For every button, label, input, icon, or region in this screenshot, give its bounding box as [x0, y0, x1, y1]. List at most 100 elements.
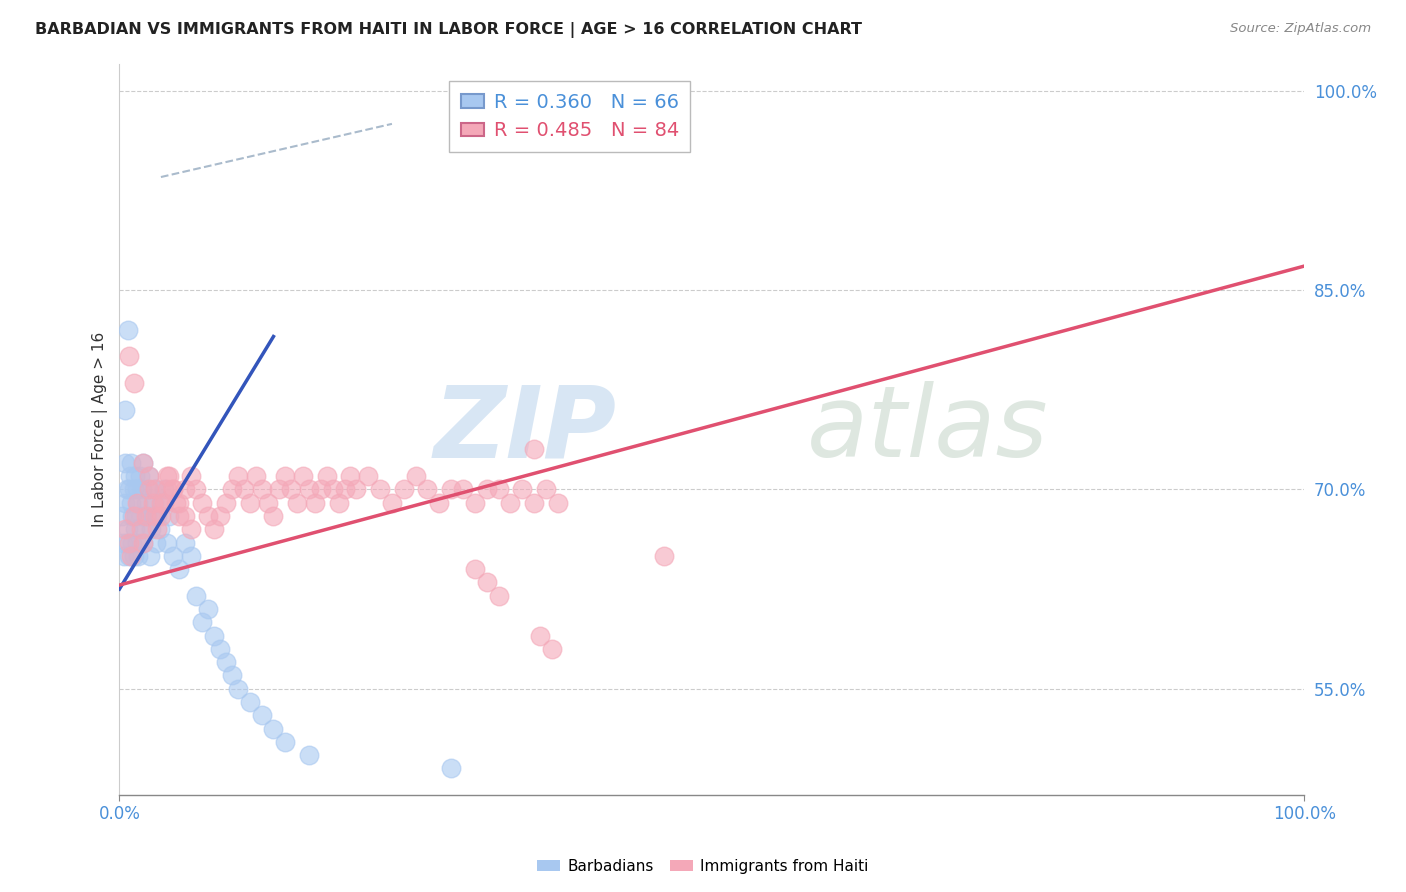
Immigrants from Haiti — [427, 496, 450, 510]
Barbadians — [197, 602, 219, 616]
Immigrants from Haiti — [127, 496, 149, 510]
Immigrants from Haiti — [328, 496, 350, 510]
Text: atlas: atlas — [807, 381, 1049, 478]
Immigrants from Haiti — [232, 483, 254, 497]
Immigrants from Haiti — [122, 508, 145, 523]
Immigrants from Haiti — [298, 483, 321, 497]
Barbadians — [136, 483, 159, 497]
Barbadians — [117, 323, 139, 337]
Barbadians — [173, 535, 195, 549]
Immigrants from Haiti — [534, 483, 557, 497]
Immigrants from Haiti — [146, 522, 169, 536]
Immigrants from Haiti — [191, 496, 214, 510]
Barbadians — [118, 483, 141, 497]
Barbadians — [114, 402, 136, 417]
Barbadians — [274, 735, 297, 749]
Immigrants from Haiti — [122, 376, 145, 390]
Immigrants from Haiti — [180, 522, 202, 536]
Immigrants from Haiti — [157, 469, 180, 483]
Barbadians — [202, 629, 225, 643]
Barbadians — [122, 483, 145, 497]
Immigrants from Haiti — [392, 483, 415, 497]
Text: Source: ZipAtlas.com: Source: ZipAtlas.com — [1230, 22, 1371, 36]
Immigrants from Haiti — [156, 483, 179, 497]
Barbadians — [250, 708, 273, 723]
Barbadians — [129, 508, 152, 523]
Immigrants from Haiti — [167, 496, 190, 510]
Barbadians — [186, 589, 208, 603]
Immigrants from Haiti — [250, 483, 273, 497]
Immigrants from Haiti — [381, 496, 404, 510]
Barbadians — [226, 681, 249, 696]
Immigrants from Haiti — [523, 442, 546, 457]
Barbadians — [135, 508, 157, 523]
Barbadians — [120, 469, 142, 483]
Immigrants from Haiti — [143, 508, 166, 523]
Immigrants from Haiti — [156, 469, 179, 483]
Immigrants from Haiti — [304, 496, 326, 510]
Immigrants from Haiti — [162, 483, 184, 497]
Immigrants from Haiti — [274, 469, 297, 483]
Barbadians — [141, 522, 163, 536]
Barbadians — [114, 456, 136, 470]
Immigrants from Haiti — [475, 483, 498, 497]
Immigrants from Haiti — [464, 496, 486, 510]
Barbadians — [132, 535, 155, 549]
Immigrants from Haiti — [138, 483, 160, 497]
Immigrants from Haiti — [129, 522, 152, 536]
Barbadians — [298, 748, 321, 763]
Immigrants from Haiti — [451, 483, 474, 497]
Text: BARBADIAN VS IMMIGRANTS FROM HAITI IN LABOR FORCE | AGE > 16 CORRELATION CHART: BARBADIAN VS IMMIGRANTS FROM HAITI IN LA… — [35, 22, 862, 38]
Barbadians — [146, 508, 169, 523]
Immigrants from Haiti — [153, 496, 176, 510]
Immigrants from Haiti — [529, 629, 551, 643]
Immigrants from Haiti — [523, 496, 546, 510]
Immigrants from Haiti — [510, 483, 533, 497]
Barbadians — [125, 508, 148, 523]
Barbadians — [111, 535, 134, 549]
Immigrants from Haiti — [114, 522, 136, 536]
Immigrants from Haiti — [344, 483, 367, 497]
Barbadians — [157, 508, 180, 523]
Barbadians — [138, 469, 160, 483]
Immigrants from Haiti — [149, 508, 172, 523]
Immigrants from Haiti — [202, 522, 225, 536]
Barbadians — [221, 668, 243, 682]
Immigrants from Haiti — [143, 483, 166, 497]
Barbadians — [239, 695, 262, 709]
Immigrants from Haiti — [173, 483, 195, 497]
Immigrants from Haiti — [269, 483, 291, 497]
Immigrants from Haiti — [197, 508, 219, 523]
Barbadians — [120, 456, 142, 470]
Immigrants from Haiti — [440, 483, 463, 497]
Barbadians — [127, 483, 149, 497]
Immigrants from Haiti — [245, 469, 267, 483]
Barbadians — [127, 535, 149, 549]
Barbadians — [134, 496, 156, 510]
Immigrants from Haiti — [142, 496, 165, 510]
Barbadians — [124, 522, 146, 536]
Immigrants from Haiti — [165, 496, 187, 510]
Barbadians — [150, 496, 173, 510]
Barbadians — [215, 655, 238, 669]
Immigrants from Haiti — [339, 469, 361, 483]
Barbadians — [112, 549, 135, 563]
Barbadians — [131, 483, 153, 497]
Barbadians — [122, 549, 145, 563]
Immigrants from Haiti — [285, 496, 308, 510]
Immigrants from Haiti — [322, 483, 344, 497]
Barbadians — [117, 522, 139, 536]
Immigrants from Haiti — [120, 549, 142, 563]
Immigrants from Haiti — [180, 469, 202, 483]
Barbadians — [115, 535, 138, 549]
Immigrants from Haiti — [333, 483, 356, 497]
Barbadians — [142, 496, 165, 510]
Immigrants from Haiti — [132, 456, 155, 470]
Immigrants from Haiti — [149, 496, 172, 510]
Barbadians — [121, 535, 143, 549]
Immigrants from Haiti — [488, 589, 510, 603]
Barbadians — [156, 535, 179, 549]
Immigrants from Haiti — [221, 483, 243, 497]
Text: ZIP: ZIP — [434, 381, 617, 478]
Immigrants from Haiti — [138, 469, 160, 483]
